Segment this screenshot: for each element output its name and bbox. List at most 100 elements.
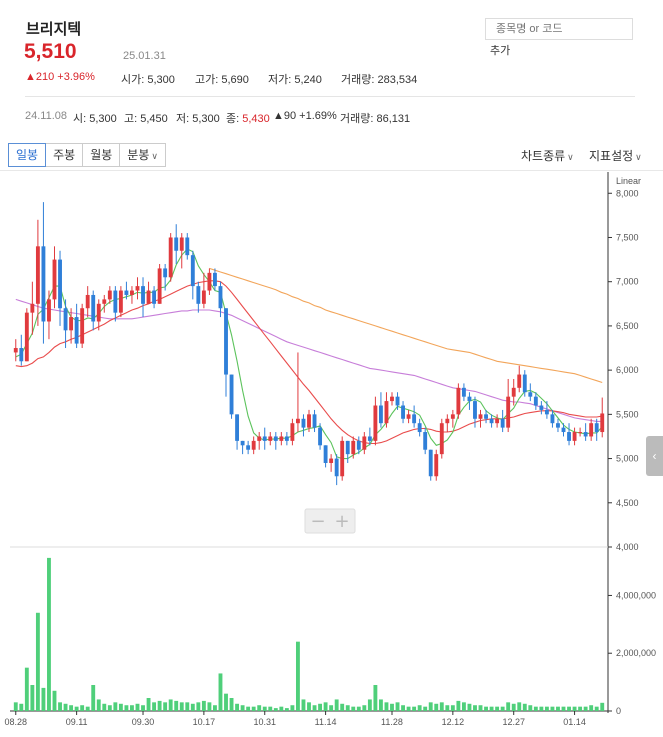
candle-body	[345, 440, 350, 455]
candle-body	[500, 418, 505, 428]
volume-bar	[522, 703, 527, 711]
candle-body	[201, 290, 206, 304]
price-tick-label: 6,000	[616, 365, 639, 375]
open-stat: 시가: 5,300	[121, 74, 175, 86]
volume-bar	[467, 703, 472, 711]
volume-bar	[395, 702, 400, 711]
volume-bar	[544, 706, 549, 711]
candle-body	[124, 290, 129, 295]
ma20-line	[15, 280, 603, 445]
candle-body	[262, 436, 267, 441]
price-tick-label: 5,500	[616, 409, 639, 419]
side-panel-toggle[interactable]: ‹	[646, 436, 663, 476]
tab-monthly[interactable]: 월봉	[82, 143, 121, 167]
hover-low: 저: 5,300	[176, 113, 220, 125]
price-tick-label: 6,500	[616, 321, 639, 331]
candle-body	[196, 286, 201, 304]
volume-bar	[251, 706, 256, 711]
candle-body	[30, 303, 35, 313]
candle-body	[517, 374, 522, 388]
candle-body	[318, 427, 323, 446]
candle-body	[511, 387, 516, 397]
ma60-line	[15, 298, 603, 422]
candle-body	[401, 405, 405, 419]
candle-body	[412, 414, 417, 424]
volume-bar	[262, 706, 267, 711]
candle-body	[301, 418, 306, 428]
hover-volume: 거래량: 86,131	[340, 113, 411, 125]
candle-body	[395, 396, 400, 406]
hover-high-label: 고	[124, 113, 135, 125]
volume-bar	[74, 706, 79, 711]
candle-body	[550, 414, 555, 424]
chart-type-label: 차트종류	[521, 149, 566, 163]
current-price: 5,510	[24, 40, 77, 63]
candle-body	[118, 290, 123, 313]
tab-daily[interactable]: 일봉	[8, 143, 47, 167]
volume-bar	[213, 705, 217, 711]
volume-bar	[102, 703, 107, 711]
volume-bar	[30, 685, 35, 711]
tab-minute-label: 분봉	[127, 148, 150, 162]
volume-bar	[41, 687, 46, 711]
candle-body	[179, 237, 184, 251]
tab-minute[interactable]: 분봉 ∨	[119, 143, 166, 167]
candle-body	[561, 427, 566, 433]
low-value: 5,240	[294, 74, 322, 86]
candle-body	[74, 317, 79, 344]
volume-bar	[583, 706, 588, 711]
volume-bar	[85, 706, 90, 711]
x-tick-label: 09.30	[132, 717, 155, 727]
volume-bar	[423, 706, 428, 711]
candle-body	[456, 387, 461, 415]
x-tick-label: 09.11	[66, 717, 88, 727]
zoom-control[interactable]: − +	[304, 508, 356, 534]
volume-bar	[146, 698, 151, 711]
stock-name: 브리지텍	[26, 21, 82, 38]
hover-close: 종: 5,430	[226, 113, 270, 125]
indicator-dropdown[interactable]: 지표설정 ∨	[589, 147, 642, 164]
hover-open-label: 시	[73, 113, 84, 125]
volume-bar	[495, 706, 500, 711]
hover-high: 고: 5,450	[124, 113, 168, 125]
volume-stat: 거래량: 283,534	[341, 74, 418, 86]
candle-body	[69, 317, 74, 331]
hover-low-label: 저	[176, 113, 187, 125]
zoom-out-button[interactable]: −	[310, 511, 325, 532]
hover-volume-label: 거래량	[340, 113, 371, 125]
candle-body	[373, 405, 378, 441]
high-stat: 고가: 5,690	[195, 74, 249, 86]
candle-body	[107, 290, 112, 300]
tab-weekly[interactable]: 주봉	[45, 143, 84, 167]
candle-body	[251, 440, 256, 450]
volume-bar	[362, 705, 367, 711]
volume-bar	[118, 703, 123, 711]
volume-bar	[168, 699, 173, 711]
indicator-label: 지표설정	[589, 149, 634, 163]
add-button[interactable]: 추가	[490, 45, 511, 57]
search-input[interactable]	[485, 18, 633, 40]
volume-bar	[390, 703, 394, 711]
candle-body	[323, 445, 328, 463]
candle-body	[329, 458, 334, 463]
candle-body	[135, 286, 140, 291]
volume-bar	[91, 685, 96, 711]
candle-body	[35, 246, 40, 304]
price-tick-label: 4,500	[616, 498, 639, 508]
candle-body	[257, 436, 262, 441]
zoom-box	[304, 508, 356, 534]
candle-body	[47, 299, 51, 322]
zoom-in-button[interactable]: +	[334, 511, 349, 532]
candle-body	[528, 392, 533, 397]
chart-type-dropdown[interactable]: 차트종류 ∨	[521, 147, 574, 164]
high-label: 고가	[195, 74, 216, 86]
candle-body	[533, 396, 538, 406]
x-tick-label: 12.12	[442, 717, 465, 727]
volume-bar	[561, 706, 566, 711]
volume-value: 283,534	[377, 74, 418, 86]
candle-body	[284, 436, 289, 441]
open-value: 5,300	[147, 74, 175, 86]
candle-body	[185, 237, 190, 256]
period-tabs: 일봉 주봉 월봉 분봉 ∨	[8, 143, 166, 167]
